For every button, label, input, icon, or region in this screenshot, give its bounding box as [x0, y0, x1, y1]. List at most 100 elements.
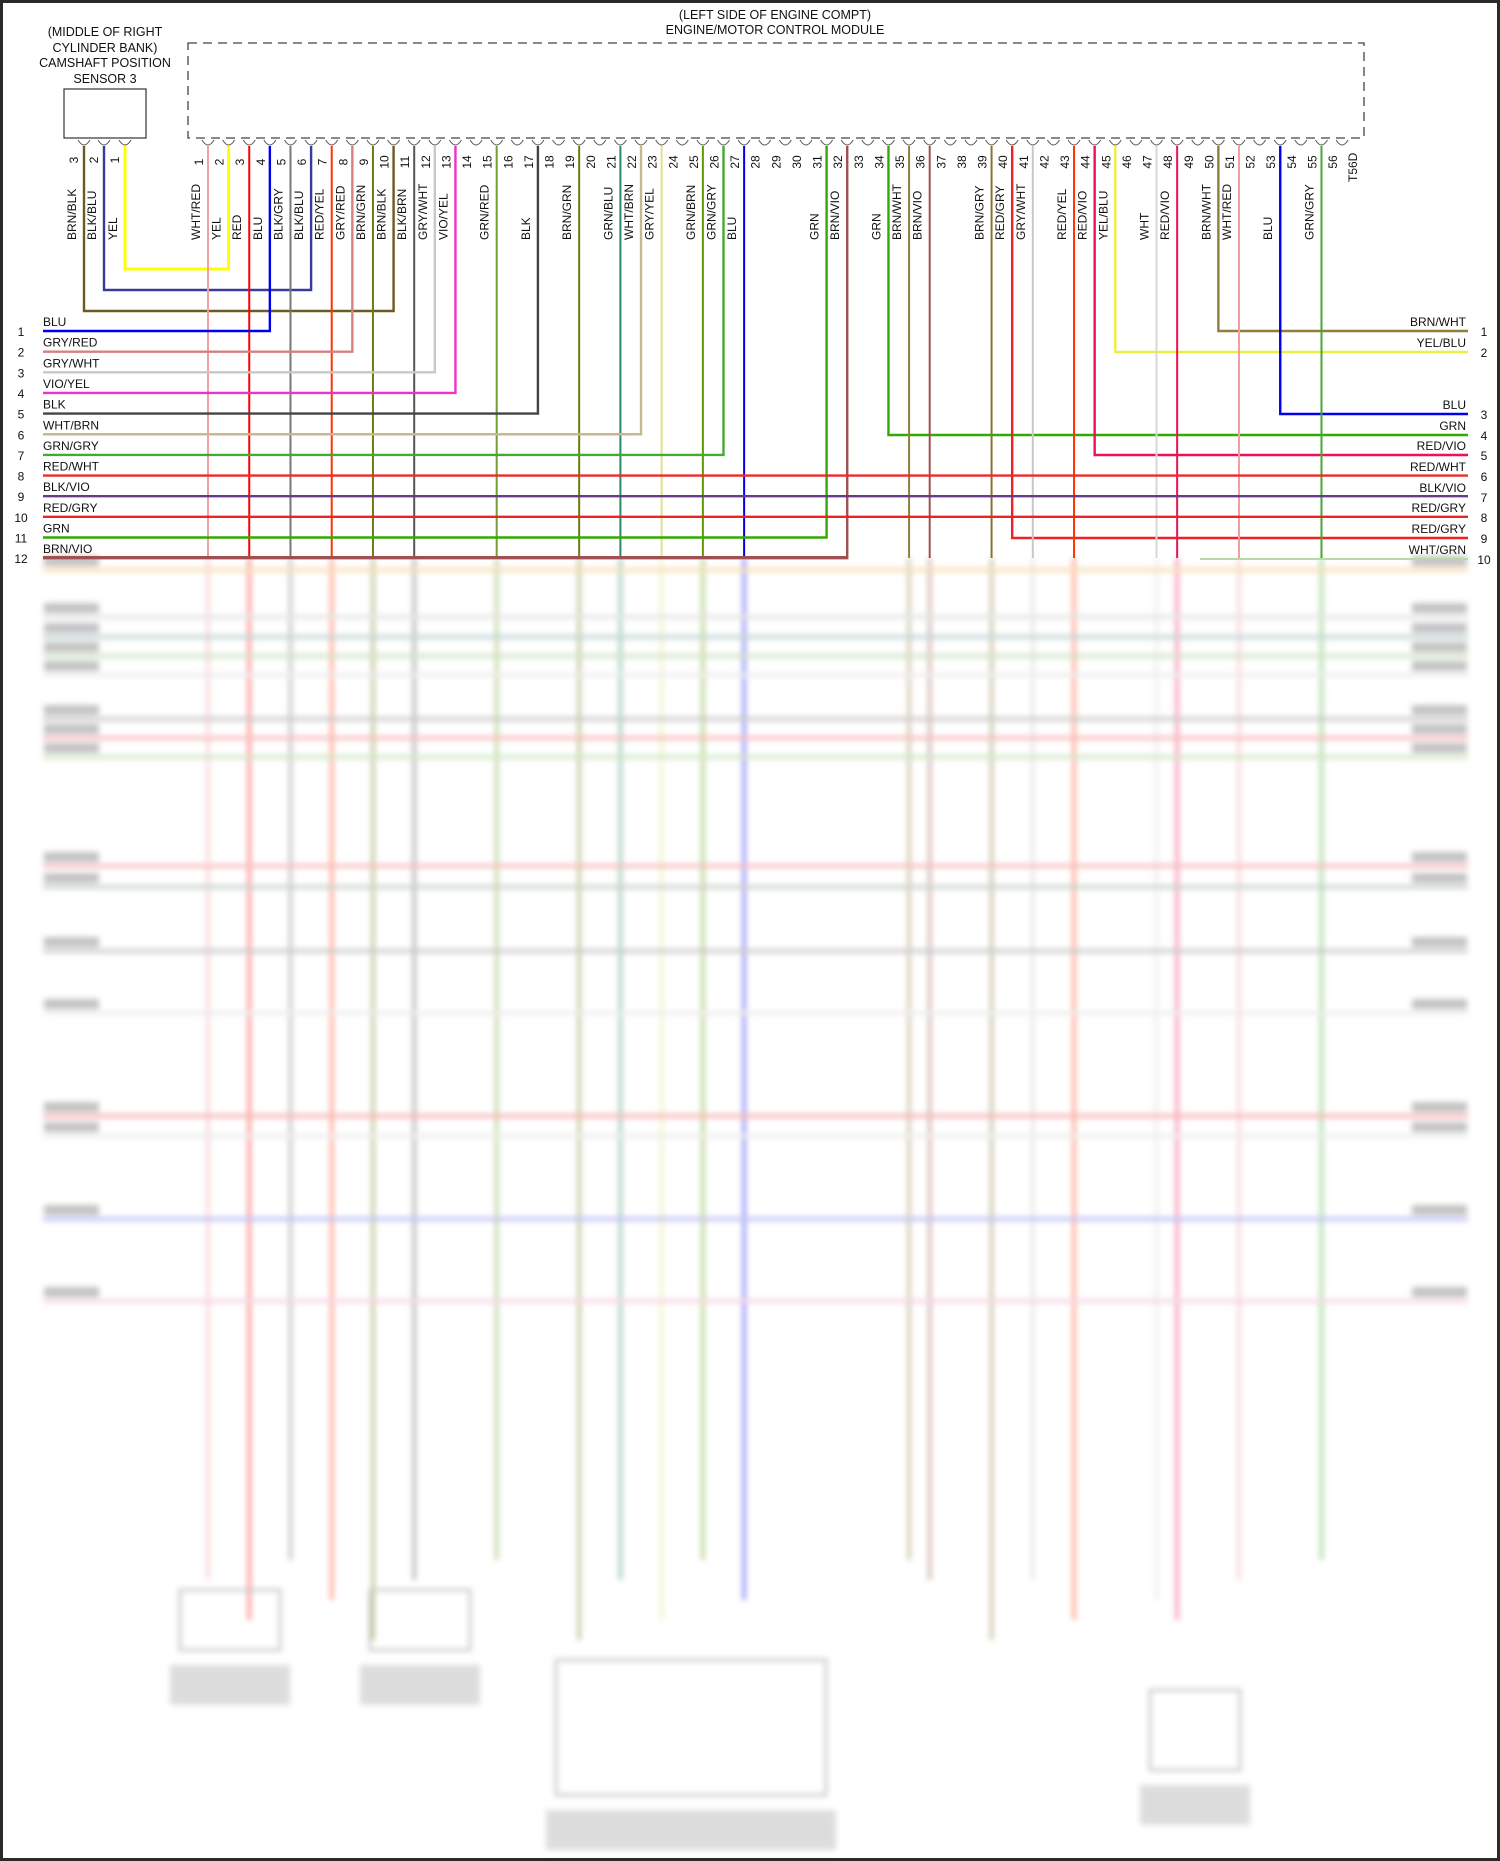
right-connector-pin-number: 6	[1481, 470, 1488, 484]
ecm-pin-number: 26	[708, 155, 722, 169]
left-connector-wire-label: BLK/VIO	[43, 480, 90, 494]
ecm-wire	[43, 146, 643, 436]
ecm-pin-number: 1	[192, 158, 206, 165]
ecm-pin-number: 37	[934, 155, 948, 169]
ecm-wire-label: BLK/BLU	[292, 191, 306, 240]
obscured-label	[1412, 661, 1467, 671]
ecm-pin-number: 5	[274, 158, 288, 165]
left-connector-wire-label: GRY/WHT	[43, 356, 100, 370]
right-connector-wire-label: WHT/GRN	[1409, 543, 1466, 557]
ecm-wire	[43, 146, 437, 374]
obscured-label	[44, 1287, 99, 1297]
ecm-wire	[1217, 146, 1468, 333]
ecm-pin-number: 24	[666, 155, 680, 169]
pin-terminal-icon	[593, 139, 607, 146]
pin-terminal-icon	[1046, 139, 1060, 146]
pin-terminal-icon	[1232, 139, 1246, 146]
obscured-label	[1412, 1102, 1467, 1112]
sensor-title-line: (MIDDLE OF RIGHT	[48, 25, 163, 39]
pin-terminal-icon	[263, 139, 277, 146]
sensor-wire	[82, 146, 395, 313]
ecm-pin-number: 55	[1305, 155, 1319, 169]
ecm-pin-number: 38	[955, 155, 969, 169]
left-connector-pin-number: 5	[18, 408, 25, 422]
pin-terminal-icon	[696, 139, 710, 146]
ecm-pin-number: 45	[1099, 155, 1113, 169]
ecm-pin-number: 31	[811, 155, 825, 169]
obscured-component-label	[1140, 1785, 1250, 1825]
obscured-label	[44, 556, 99, 566]
pin-terminal-icon	[655, 139, 669, 146]
obscured-component-label	[546, 1810, 836, 1850]
right-connector-wire-label: BLU	[1443, 398, 1466, 412]
sensor-pin-number: 2	[87, 156, 101, 163]
ecm-pin-number: 11	[398, 155, 412, 168]
right-connector-wire-label: RED/VIO	[1417, 439, 1466, 453]
ecm-wire	[43, 146, 849, 560]
pin-terminal-icon	[1150, 139, 1163, 146]
right-connector-wire-label: YEL/BLU	[1417, 336, 1466, 350]
ecm-pin-number: 2	[213, 158, 227, 165]
ecm-pin-number: 49	[1182, 155, 1196, 169]
sensor-wire-label: YEL	[106, 217, 120, 240]
obscured-label	[44, 705, 99, 715]
obscured-component-label	[170, 1665, 290, 1705]
ecm-wire-label: GRN/GRY	[705, 184, 719, 240]
ecm-pin-number: 47	[1141, 155, 1155, 169]
ecm-wire-label: GRY/WHT	[1014, 183, 1028, 240]
pin-terminal-icon	[964, 139, 978, 146]
ecm-pin-number: 18	[543, 155, 557, 169]
ecm-pin-number: 15	[481, 155, 495, 169]
ecm-pin-number: 53	[1264, 155, 1278, 169]
left-connector-wire-label: GRN	[43, 522, 70, 536]
ecm-wire-label: GRY/RED	[333, 185, 347, 240]
pin-terminal-icon	[675, 139, 689, 146]
ecm-wire-label: RED/GRY	[993, 186, 1007, 240]
ecm-title-line: (LEFT SIDE OF ENGINE COMPT)	[679, 8, 871, 22]
left-connector-pin-number: 6	[18, 428, 25, 442]
pin-terminal-icon	[1315, 139, 1328, 146]
pin-terminal-icon	[1294, 139, 1308, 146]
obscured-component-label	[360, 1665, 480, 1705]
pin-terminal-icon	[97, 139, 111, 146]
left-connector-pin-number: 12	[14, 552, 28, 566]
obscured-label	[44, 999, 99, 1009]
obscured-label	[1412, 743, 1467, 753]
ecm-wire-label: GRN	[808, 213, 822, 240]
pin-terminal-icon	[118, 139, 132, 146]
right-connector-wire-label: RED/GRY	[1412, 522, 1466, 536]
right-connector-wire-label: GRN	[1439, 419, 1466, 433]
ecm-wire	[1114, 146, 1468, 354]
obscured-diagram-section	[43, 556, 1468, 1850]
ecm-wire	[1279, 146, 1468, 416]
ecm-pin-number: 22	[625, 155, 639, 169]
right-connector-wire-label: RED/WHT	[1410, 460, 1467, 474]
pin-terminal-icon	[1170, 139, 1184, 146]
ecm-pin-number: 17	[522, 155, 536, 169]
pin-terminal-icon	[304, 139, 318, 146]
pin-terminal-icon	[1026, 139, 1040, 146]
ecm-pin-number: 27	[728, 155, 742, 169]
pin-terminal-icon	[325, 139, 339, 146]
pin-terminal-icon	[737, 139, 751, 146]
pin-terminal-icon	[1088, 139, 1102, 146]
ecm-pin-number: 9	[357, 158, 371, 165]
obscured-label	[44, 1205, 99, 1215]
obscured-label	[44, 724, 99, 734]
ecm-wire-label: BRN/VIO	[828, 191, 842, 240]
left-connector-pin-number: 8	[18, 470, 25, 484]
ecm-wire-label: BRN/WHT	[1199, 183, 1213, 240]
ecm-pin-number: 40	[996, 155, 1010, 169]
right-connector-wire-label: RED/GRY	[1412, 501, 1466, 515]
obscured-label	[1412, 1205, 1467, 1215]
ecm-title-line: ENGINE/MOTOR CONTROL MODULE	[666, 23, 885, 37]
pin-terminal-icon	[490, 139, 504, 146]
ecm-box	[187, 42, 1365, 139]
ecm-wire-label: YEL	[210, 217, 224, 240]
ecm-wire	[887, 146, 1468, 437]
ecm-pin-number: 50	[1202, 155, 1216, 169]
components	[63, 42, 1365, 139]
obscured-label	[44, 937, 99, 947]
right-connector-pin-number: 2	[1481, 346, 1488, 360]
obscured-label	[44, 873, 99, 883]
